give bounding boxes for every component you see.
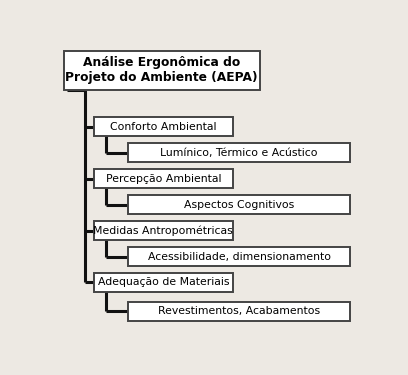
FancyBboxPatch shape [129,195,350,214]
Text: Medidas Antropométricas: Medidas Antropométricas [93,225,233,236]
Text: Acessibilidade, dimensionamento: Acessibilidade, dimensionamento [148,252,330,261]
Text: Revestimentos, Acabamentos: Revestimentos, Acabamentos [158,306,320,316]
Text: Conforto Ambiental: Conforto Ambiental [110,122,217,132]
FancyBboxPatch shape [129,143,350,162]
FancyBboxPatch shape [129,247,350,266]
FancyBboxPatch shape [94,117,233,136]
FancyBboxPatch shape [94,169,233,188]
Text: Lumínico, Térmico e Acústico: Lumínico, Térmico e Acústico [160,147,318,158]
FancyBboxPatch shape [64,51,259,90]
Text: Aspectos Cognitivos: Aspectos Cognitivos [184,200,294,210]
Text: Adequação de Materiais: Adequação de Materiais [98,278,229,288]
Text: Percepção Ambiental: Percepção Ambiental [106,174,221,183]
Text: Análise Ergonômica do
Projeto do Ambiente (AEPA): Análise Ergonômica do Projeto do Ambient… [65,56,258,84]
FancyBboxPatch shape [94,273,233,292]
FancyBboxPatch shape [94,221,233,240]
FancyBboxPatch shape [129,302,350,321]
